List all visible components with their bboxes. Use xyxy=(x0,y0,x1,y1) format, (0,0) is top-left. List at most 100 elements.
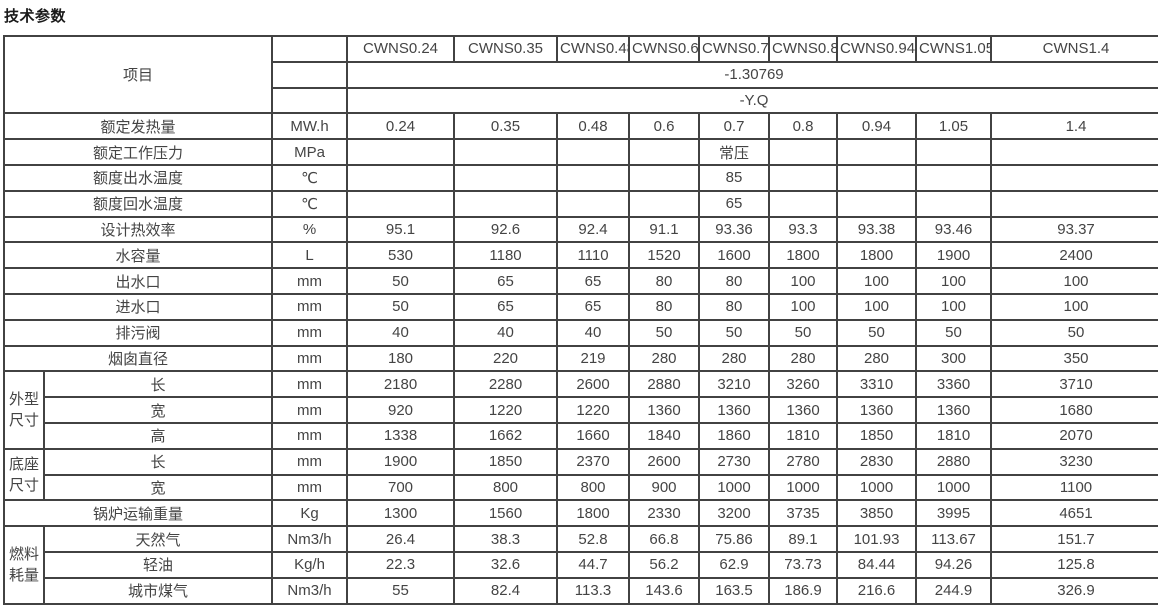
value-cell: 1.05 xyxy=(915,112,993,141)
value-cell: 84.44 xyxy=(836,550,918,579)
value-cell: 44.7 xyxy=(556,550,631,579)
group-cell: 底座尺寸 xyxy=(3,447,45,502)
row-label-cell: 轻油 xyxy=(42,550,274,579)
table-row: 外型尺寸长 mm 2180 2280 2600 2880 3210 3260 3310 3360 3… xyxy=(3,370,1158,450)
value-cell: 1860 xyxy=(698,421,771,450)
value-cell: 2180 xyxy=(346,370,456,399)
value-cell: 100 xyxy=(836,267,918,295)
merged-header-row: -Y.Q xyxy=(4,86,1158,115)
unit-cell: mm xyxy=(271,267,349,295)
value-cell: 50 xyxy=(915,318,993,347)
table-row: 高 mm 1338 1662 1660 1840 1860 1810 1850 1810 2070 xyxy=(4,421,1158,450)
value-cell xyxy=(836,163,918,192)
value-cell xyxy=(556,163,631,192)
value-cell: 1900 xyxy=(346,447,456,476)
value-cell: 22.3 xyxy=(346,550,456,579)
value-cell: 82.4 xyxy=(453,576,559,605)
value-cell xyxy=(628,138,701,166)
unit-cell: mm xyxy=(271,318,349,347)
value-cell: 101.93 xyxy=(836,525,918,553)
value-cell: 1000 xyxy=(836,473,918,502)
value-cell: 93.37 xyxy=(990,215,1158,244)
value-cell: 55 xyxy=(346,576,456,605)
value-cell: 0.6 xyxy=(628,112,701,141)
value-cell: 2330 xyxy=(628,499,701,528)
merged-header-cell: -Y.Q xyxy=(346,86,1158,115)
table-row: 额度出水温度 ℃ 85 xyxy=(2,163,1158,192)
value-cell xyxy=(556,189,631,218)
table-row: 底座尺寸长 mm 1900 1850 2370 2600 2730 2780 2830 2880 3… xyxy=(3,447,1158,502)
value-cell: 2830 xyxy=(836,447,918,476)
model-header-cell: CWNS1.4 xyxy=(990,35,1158,63)
value-cell: 1360 xyxy=(768,396,839,424)
table-row: 轻油 Kg/h 22.3 32.6 44.7 56.2 62.9 73.73 84.44 94.2… xyxy=(4,550,1158,579)
value-cell: 900 xyxy=(628,473,701,502)
value-cell: 280 xyxy=(836,344,918,373)
row-label-cell: 额定发热量 xyxy=(2,112,274,141)
unit-cell: mm xyxy=(271,370,349,399)
group-cell: 外型尺寸 xyxy=(3,370,45,450)
value-cell xyxy=(990,163,1158,192)
value-cell xyxy=(453,163,559,192)
value-cell: 216.6 xyxy=(836,576,918,605)
value-cell xyxy=(990,189,1158,218)
value-cell: 1000 xyxy=(698,473,771,502)
table-row: 额度回水温度 ℃ 65 xyxy=(2,189,1158,218)
value-cell: 1000 xyxy=(915,473,993,502)
value-cell: 100 xyxy=(915,267,993,295)
value-cell: 1360 xyxy=(698,396,771,424)
table-row: 宽 mm 700 800 800 900 1000 1000 1000 1000 1100 xyxy=(4,473,1158,502)
value-cell: 113.67 xyxy=(915,525,993,553)
value-cell: 50 xyxy=(346,292,456,321)
value-cell: 65 xyxy=(453,292,559,321)
value-cell xyxy=(915,189,993,218)
value-cell: 1850 xyxy=(453,447,559,476)
value-cell xyxy=(915,138,993,166)
value-cell: 1180 xyxy=(453,241,559,270)
value-cell: 3360 xyxy=(915,370,993,399)
value-cell: 85 xyxy=(698,163,771,192)
value-cell: 80 xyxy=(698,292,771,321)
value-cell: 530 xyxy=(346,241,456,270)
table-row: 进水口 mm 50 65 65 80 80 100 100 100 100 xyxy=(2,292,1158,321)
page-title: 技术参数 xyxy=(4,8,67,25)
value-cell: 93.36 xyxy=(698,215,771,244)
row-label-cell: 烟囱直径 xyxy=(2,344,274,373)
value-cell: 73.73 xyxy=(768,550,839,579)
value-cell: 常压 xyxy=(698,138,771,166)
unit-cell: Kg/h xyxy=(271,550,349,579)
value-cell: 1338 xyxy=(346,421,456,450)
value-cell: 244.9 xyxy=(915,576,993,605)
value-cell: 2600 xyxy=(556,370,631,399)
value-cell xyxy=(768,189,839,218)
unit-cell: mm xyxy=(271,447,349,476)
model-header-cell: CWNS0.6 xyxy=(628,35,701,63)
value-cell: 1810 xyxy=(768,421,839,450)
model-header-cell: CWNS0.48 xyxy=(556,35,631,63)
unit-cell: ℃ xyxy=(271,163,349,192)
value-cell: 0.7 xyxy=(698,112,771,141)
value-cell xyxy=(453,189,559,218)
row-label-cell: 出水口 xyxy=(2,267,274,295)
value-cell: 65 xyxy=(556,267,631,295)
table-row: 排污阀 mm 40 40 40 50 50 50 50 50 50 xyxy=(2,318,1158,347)
value-cell: 800 xyxy=(556,473,631,502)
value-cell: 1520 xyxy=(628,241,701,270)
value-cell: 125.8 xyxy=(990,550,1158,579)
value-cell: 65 xyxy=(698,189,771,218)
value-cell: 3230 xyxy=(990,447,1158,476)
model-header-cell: CWNS1.05 xyxy=(915,35,993,63)
value-cell: 40 xyxy=(556,318,631,347)
value-cell: 280 xyxy=(628,344,701,373)
unit-cell: ℃ xyxy=(271,189,349,218)
unit-cell: mm xyxy=(271,396,349,424)
value-cell: 0.94 xyxy=(836,112,918,141)
unit-cell: MW.h xyxy=(271,112,349,141)
value-cell: 1360 xyxy=(836,396,918,424)
model-header-cell: CWNS0.35 xyxy=(453,35,559,63)
value-cell: 3995 xyxy=(915,499,993,528)
value-cell: 40 xyxy=(453,318,559,347)
value-cell: 1810 xyxy=(915,421,993,450)
value-cell: 2880 xyxy=(628,370,701,399)
value-cell: 50 xyxy=(346,267,456,295)
